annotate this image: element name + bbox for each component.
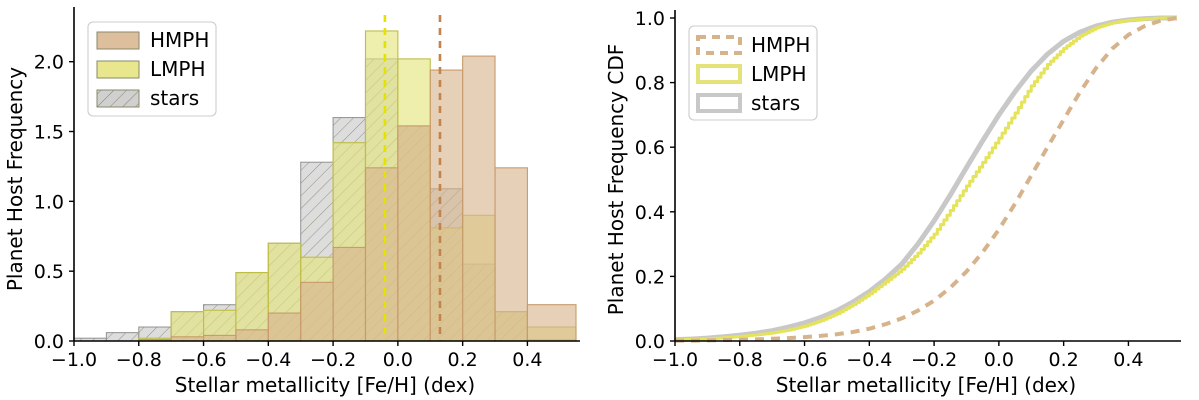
bar-hatch-1 (106, 332, 139, 341)
legend-swatch-hatch (97, 90, 139, 107)
x-tick-label-0: −1.0 (652, 349, 698, 371)
legend-label-hmph: HMPH (150, 28, 209, 52)
y-tick-label-2: 1.0 (34, 191, 64, 213)
bar-lmph-3 (170, 311, 205, 342)
plot-area-cdf: −1.0 −0.8 −0.6 −0.4 −0.2 0.0 0.2 0.4 0.0 0.2 0.4 0.… (604, 8, 1181, 397)
bar-hmph-6 (267, 312, 302, 342)
x-tick-label-1: −0.8 (116, 349, 162, 371)
histogram-svg: −1.0 −0.8 −0.6 −0.4 −0.2 0.0 0.2 0.4 0.0 0.5 1.0 1.… (3, 7, 580, 397)
x-tick-label-4: −0.2 (310, 349, 356, 371)
cdf-line-hmph (675, 16, 1178, 343)
legend-label-hmph: HMPH (751, 33, 810, 57)
legend-cdf: HMPH LMPH stars (688, 25, 818, 121)
panel-histogram: −1.0 −0.8 −0.6 −0.4 −0.2 0.0 0.2 0.4 0.0 0.5 1.0 1.… (3, 7, 580, 397)
x-tick-label-5: 0.0 (984, 349, 1014, 371)
x-tick-label-7: 0.4 (512, 349, 542, 371)
bar-hmph-12 (462, 55, 496, 342)
y-tick-label-3: 1.5 (34, 122, 64, 144)
legend-label-lmph: LMPH (150, 57, 206, 81)
x-tick-label-5: 0.0 (383, 349, 413, 371)
y-tick-label-0: 0.0 (635, 331, 665, 353)
legend-swatch-stars (696, 93, 742, 113)
legend-swatch-lmph (696, 64, 742, 84)
x-tick-label-2: −0.6 (781, 349, 827, 371)
x-tick-label-3: −0.4 (846, 349, 892, 371)
cdf-svg: −1.0 −0.8 −0.6 −0.4 −0.2 0.0 0.2 0.4 0.0 0.2 0.4 0.… (604, 8, 1181, 397)
legend-swatch-hmph (696, 35, 742, 55)
y-tick-label-4: 0.8 (635, 73, 665, 95)
plot-area-histogram: −1.0 −0.8 −0.6 −0.4 −0.2 0.0 0.2 0.4 0.0 0.5 1.0 1.… (3, 7, 580, 397)
x-tick-label-7: 0.4 (1113, 349, 1143, 371)
x-tick-label-0: −1.0 (51, 349, 97, 371)
panel-cdf: −1.0 −0.8 −0.6 −0.4 −0.2 0.0 0.2 0.4 0.0 0.2 0.4 0.… (599, 0, 1199, 400)
bar-hmph-7 (300, 281, 334, 342)
bar-series-hmph (138, 55, 577, 342)
y-tick-label-5: 1.0 (635, 8, 665, 30)
y-axis-title: Planet Host Frequency CDF (604, 44, 628, 316)
y-axis-title: Planet Host Frequency (3, 67, 27, 291)
bar-hmph-4 (202, 334, 237, 342)
y-tick-label-2: 0.4 (635, 202, 665, 224)
x-tick-label-3: −0.4 (245, 349, 291, 371)
bar-hmph-5 (235, 329, 269, 342)
y-tick-label-1: 0.5 (34, 261, 64, 283)
cdf-line-stars (674, 15, 1178, 343)
bar-hmph-14 (526, 304, 577, 342)
y-tick-label-0: 0.0 (34, 331, 64, 353)
bar-hmph-11 (429, 69, 464, 342)
x-tick-label-2: −0.6 (180, 349, 226, 371)
bar-hmph-8 (332, 246, 367, 342)
bar-hmph-10 (397, 125, 431, 342)
bar-hmph-13 (494, 167, 528, 342)
x-tick-label-6: 0.2 (448, 349, 478, 371)
x-axis-title: Stellar metallicity [Fe/H] (dex) (175, 373, 475, 397)
legend-label-stars: stars (751, 91, 800, 115)
x-tick-label-4: −0.2 (911, 349, 957, 371)
x-tick-label-6: 0.2 (1049, 349, 1079, 371)
y-tick-label-1: 0.2 (635, 266, 665, 288)
legend-label-stars: stars (150, 86, 199, 110)
bar-hmph-9 (364, 167, 399, 342)
y-tick-label-3: 0.6 (635, 137, 665, 159)
bar-hatch-0 (74, 338, 107, 341)
legend-swatch-hmph (96, 31, 140, 50)
bar-hatch-2 (138, 327, 172, 341)
x-tick-label-1: −0.8 (717, 349, 763, 371)
y-tick-label-4: 2.0 (34, 52, 64, 74)
x-axis-title: Stellar metallicity [Fe/H] (dex) (776, 373, 1076, 397)
legend-histogram: HMPH LMPH stars (87, 21, 217, 117)
legend-label-lmph: LMPH (751, 62, 807, 86)
legend-swatch-lmph (96, 60, 140, 79)
cdf-line-lmph (675, 16, 1177, 342)
